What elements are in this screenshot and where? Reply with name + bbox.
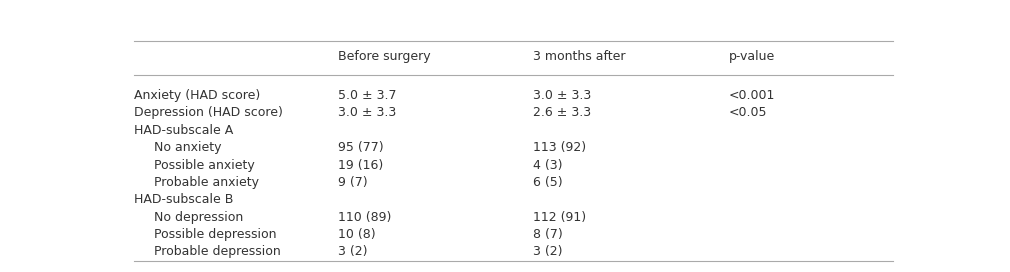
Text: Probable anxiety: Probable anxiety [154, 176, 259, 189]
Text: 10 (8): 10 (8) [337, 228, 376, 241]
Text: No depression: No depression [154, 211, 242, 224]
Text: 3 (2): 3 (2) [337, 245, 367, 258]
Text: 95 (77): 95 (77) [337, 141, 383, 154]
Text: Before surgery: Before surgery [337, 50, 430, 63]
Text: 3 months after: 3 months after [533, 50, 626, 63]
Text: HAD-subscale A: HAD-subscale A [134, 124, 233, 137]
Text: 113 (92): 113 (92) [533, 141, 587, 154]
Text: 19 (16): 19 (16) [337, 159, 383, 172]
Text: 9 (7): 9 (7) [337, 176, 368, 189]
Text: Anxiety (HAD score): Anxiety (HAD score) [134, 89, 261, 102]
Text: Possible depression: Possible depression [154, 228, 276, 241]
Text: 112 (91): 112 (91) [533, 211, 587, 224]
Text: Possible anxiety: Possible anxiety [154, 159, 255, 172]
Text: 3.0 ± 3.3: 3.0 ± 3.3 [337, 106, 396, 119]
Text: 5.0 ± 3.7: 5.0 ± 3.7 [337, 89, 396, 102]
Text: <0.001: <0.001 [729, 89, 776, 102]
Text: 4 (3): 4 (3) [533, 159, 563, 172]
Text: No anxiety: No anxiety [154, 141, 221, 154]
Text: 3.0 ± 3.3: 3.0 ± 3.3 [533, 89, 592, 102]
Text: 110 (89): 110 (89) [337, 211, 391, 224]
Text: 3 (2): 3 (2) [533, 245, 563, 258]
Text: HAD-subscale B: HAD-subscale B [134, 193, 233, 206]
Text: 8 (7): 8 (7) [533, 228, 563, 241]
Text: 2.6 ± 3.3: 2.6 ± 3.3 [533, 106, 592, 119]
Text: <0.05: <0.05 [729, 106, 768, 119]
Text: p-value: p-value [729, 50, 776, 63]
Text: Probable depression: Probable depression [154, 245, 281, 258]
Text: Depression (HAD score): Depression (HAD score) [134, 106, 283, 119]
Text: 6 (5): 6 (5) [533, 176, 563, 189]
